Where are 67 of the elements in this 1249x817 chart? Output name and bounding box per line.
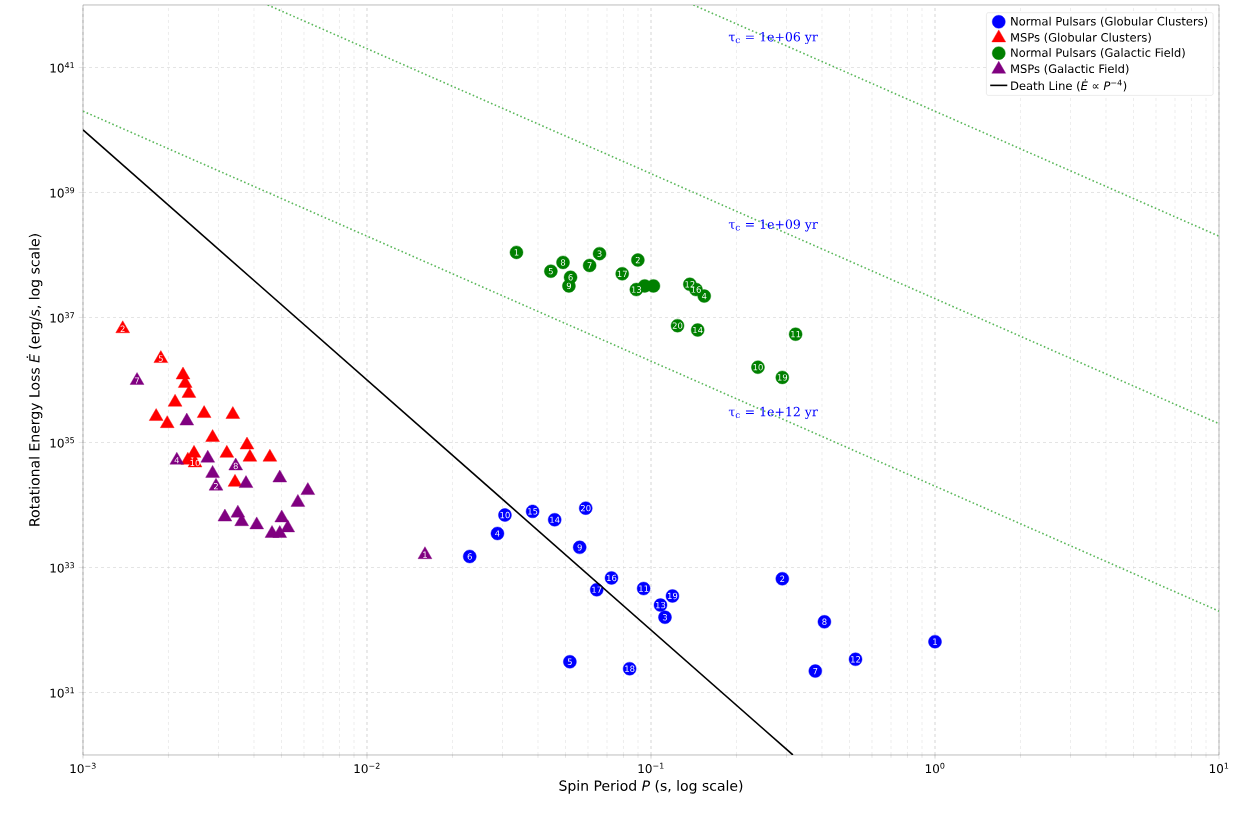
annotation: 14 bbox=[693, 326, 703, 334]
annotation: 10 bbox=[753, 364, 763, 371]
annotation: 10 bbox=[500, 511, 510, 519]
annotation: 20 bbox=[580, 504, 591, 512]
annotation: τ$_{c}$ = 1e+12 yr bbox=[728, 406, 818, 419]
annotation: 8 bbox=[822, 618, 827, 626]
annotation: 9 bbox=[577, 544, 582, 551]
x-tick-label: 10$^{0}$ bbox=[925, 762, 945, 774]
legend-label: MSPs (Globular Clusters) bbox=[1011, 32, 1151, 44]
y-tick-label: 10$^{33}$ bbox=[50, 562, 75, 573]
y-axis-title: Rotational Energy Loss Ė (erg/s, log scale) bbox=[26, 234, 43, 526]
annotation: 4 bbox=[701, 292, 707, 300]
annotation: 7 bbox=[135, 377, 140, 384]
annotation: 12 bbox=[851, 656, 861, 663]
annotation: 8 bbox=[233, 462, 238, 470]
annotation: 2 bbox=[780, 575, 785, 582]
annotation: 1 bbox=[423, 551, 427, 558]
annotation: 17 bbox=[617, 270, 627, 277]
y-tick-label: 10$^{39}$ bbox=[50, 187, 75, 198]
annotation: 20 bbox=[672, 322, 683, 329]
y-tick-label: 10$^{35}$ bbox=[50, 437, 74, 448]
annotation: 2 bbox=[120, 325, 125, 332]
annotation: 16 bbox=[607, 574, 617, 582]
annotation: τ$_{c}$ = 1e+06 yr bbox=[728, 32, 818, 45]
annotation: 6 bbox=[568, 274, 573, 281]
legend-label: MSPs (Galactic Field) bbox=[1011, 64, 1129, 75]
annotation: τ$_{c}$ = 1e+09 yr bbox=[728, 219, 818, 232]
annotation: 13 bbox=[631, 286, 642, 293]
annotation: 7 bbox=[587, 262, 592, 269]
annotation: 18 bbox=[625, 665, 635, 672]
annotation: 10 bbox=[190, 459, 200, 467]
annotation: 8 bbox=[560, 259, 566, 266]
annotation: 2 bbox=[213, 483, 218, 490]
x-tick-label: 10$^{−3}$ bbox=[70, 762, 96, 774]
legend-label: Normal Pulsars (Globular Clusters) bbox=[1011, 16, 1208, 27]
y-tick-label: 10$^{41}$ bbox=[50, 62, 74, 73]
legend-label: Death Line (Ė ∝ P$^{−4}$) bbox=[1011, 79, 1127, 92]
annotation: 12 bbox=[685, 281, 695, 288]
annotation: 1 bbox=[514, 249, 519, 256]
annotation: 14 bbox=[550, 516, 560, 523]
annotation: 11 bbox=[791, 331, 801, 338]
annotation: 9 bbox=[566, 282, 572, 290]
annotation: 1 bbox=[933, 638, 937, 645]
y-tick-label: 10$^{31}$ bbox=[50, 687, 74, 698]
annotation: 7 bbox=[813, 667, 818, 675]
annotation: 5 bbox=[158, 355, 163, 362]
legend-label: Normal Pulsars (Galactic Field) bbox=[1011, 48, 1185, 59]
annotation: 11 bbox=[639, 585, 649, 592]
annotation: 13 bbox=[656, 601, 666, 609]
annotation: 15 bbox=[528, 508, 538, 515]
y-tick-label: 10$^{37}$ bbox=[50, 312, 75, 323]
annotation: 5 bbox=[567, 658, 572, 665]
annotation: 5 bbox=[548, 268, 553, 275]
annotation: 19 bbox=[777, 374, 788, 381]
x-tick-label: 10$^{−2}$ bbox=[354, 762, 380, 774]
x-tick-label: 10$^{1}$ bbox=[1209, 762, 1229, 774]
annotation: 3 bbox=[597, 250, 602, 257]
annotation: 3 bbox=[662, 614, 667, 621]
annotation: 2 bbox=[635, 256, 640, 264]
annotation: 19 bbox=[667, 592, 678, 600]
annotation: 17 bbox=[592, 586, 602, 593]
annotation: 16 bbox=[691, 286, 701, 293]
annotation: 4 bbox=[174, 457, 180, 464]
annotation: 4 bbox=[495, 530, 500, 537]
annotation: 6 bbox=[467, 553, 472, 560]
x-axis-title: Spin Period P (s, log scale) bbox=[559, 780, 743, 794]
x-tick-label: 10$^{−1}$ bbox=[638, 762, 664, 774]
